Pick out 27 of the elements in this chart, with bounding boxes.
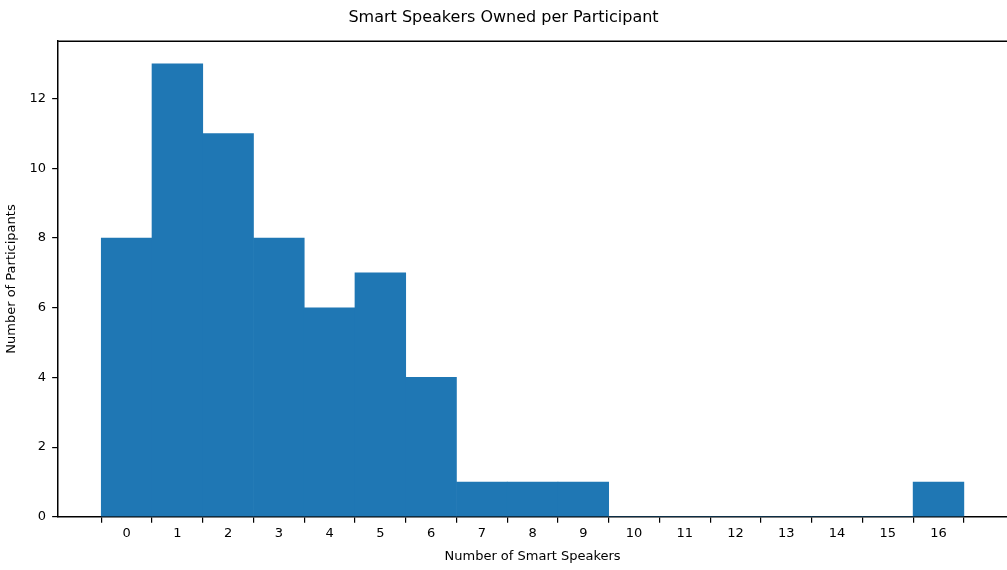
x-tick-label: 14 — [828, 524, 846, 540]
x-tick-label: 15 — [879, 524, 897, 540]
y-tick-label: 10 — [29, 159, 47, 175]
x-tick-label: 3 — [274, 524, 284, 540]
x-axis-title: Number of Smart Speakers — [444, 547, 621, 563]
y-tick-label: 8 — [37, 229, 47, 245]
x-tick-label: 13 — [778, 524, 795, 540]
x-tick-label: 4 — [325, 524, 334, 540]
chart-title: Smart Speakers Owned per Participant — [348, 6, 659, 26]
y-axis-title: Number of Participants — [3, 204, 19, 354]
x-tick-label: 16 — [930, 524, 947, 540]
y-tick-label: 6 — [37, 299, 47, 315]
x-tick-label: 11 — [676, 524, 694, 540]
y-tick-label: 0 — [37, 508, 47, 524]
x-tick-label: 9 — [579, 524, 588, 540]
x-tick-label: 8 — [528, 524, 537, 540]
y-tick-label: 2 — [37, 438, 47, 454]
x-tick-label: 1 — [173, 524, 182, 540]
y-tick-label: 12 — [29, 90, 47, 106]
x-tick-label: 2 — [223, 524, 233, 540]
x-tick-label: 10 — [625, 524, 643, 540]
x-tick-label: 6 — [426, 524, 436, 540]
x-tick-label: 7 — [477, 524, 486, 540]
y-tick-label: 4 — [37, 368, 47, 384]
x-tick-label: 5 — [376, 524, 385, 540]
x-tick-label: 12 — [727, 524, 744, 540]
x-tick-label: 0 — [122, 524, 131, 540]
